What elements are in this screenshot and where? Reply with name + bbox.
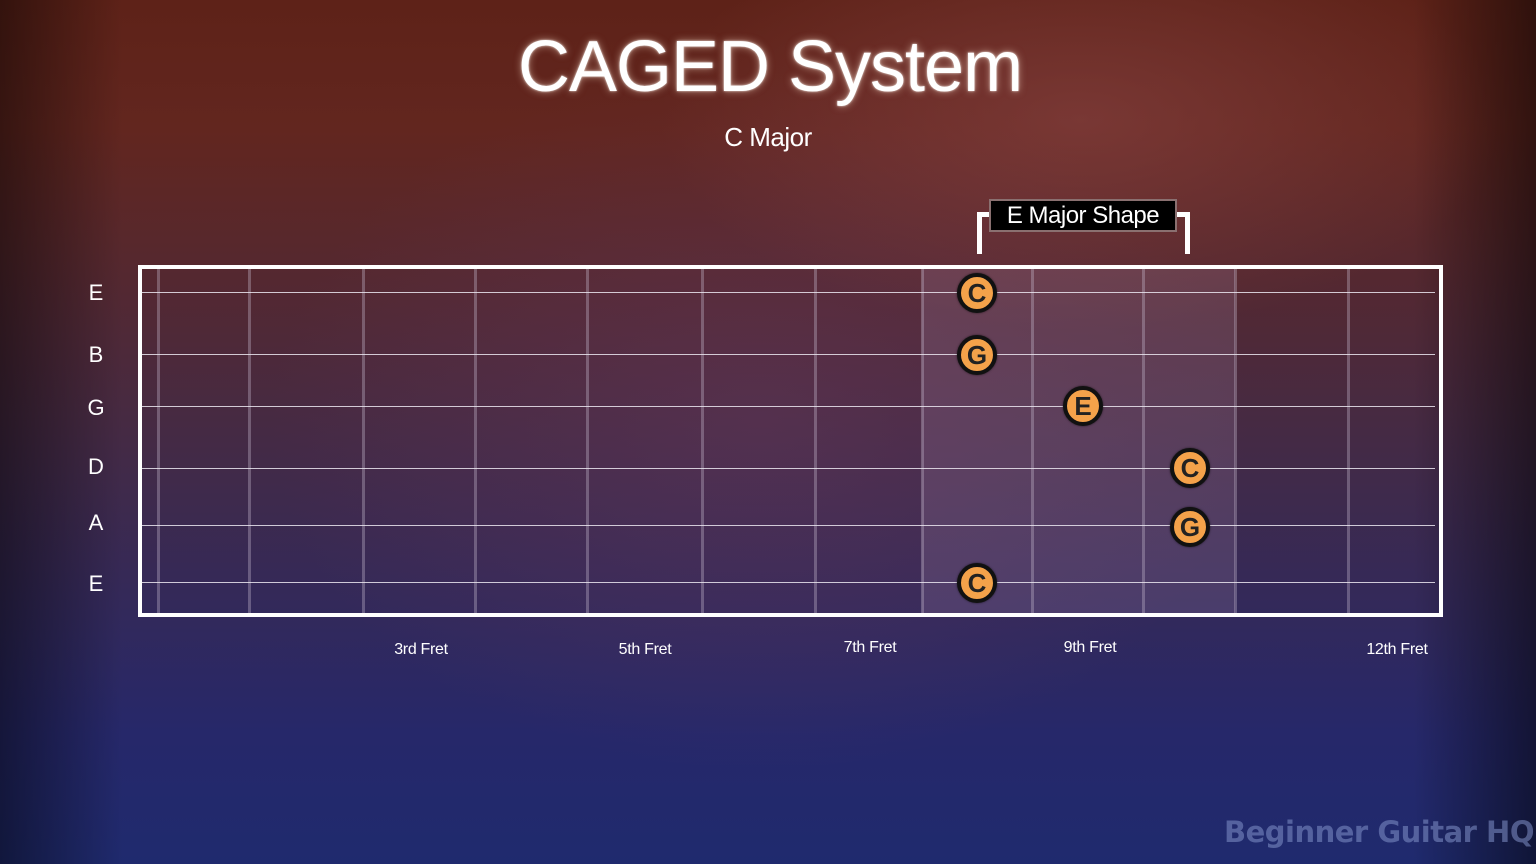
fret-line [474, 269, 477, 613]
fret-line [921, 269, 924, 613]
page-subtitle: C Major [724, 122, 812, 152]
string-label-g: G [87, 395, 105, 420]
note-marker-c-root-d: C [1170, 448, 1210, 488]
fret-line [1234, 269, 1237, 613]
watermark-logo: Beginner Guitar HQ [1224, 815, 1534, 849]
shape-highlight-region [922, 269, 1235, 613]
note-marker-c-root-high-e: C [957, 273, 997, 313]
shape-bracket-top-right [1176, 212, 1190, 217]
fretboard-frame [138, 265, 1443, 617]
string-line-g [142, 406, 1435, 407]
string-label-d: D [88, 454, 104, 479]
string-label-b: B [88, 342, 104, 367]
string-line-d [142, 468, 1435, 469]
shape-label: E Major Shape [989, 199, 1177, 232]
string-line-e-low [142, 582, 1435, 583]
fret-line [1031, 269, 1034, 613]
nut-line [157, 269, 160, 613]
fret-line [362, 269, 365, 613]
note-marker-g-fifth-b: G [957, 335, 997, 375]
note-marker-e-third-g: E [1063, 386, 1103, 426]
fret-line [1347, 269, 1350, 613]
string-label-e-low: E [88, 571, 104, 596]
fret-line [586, 269, 589, 613]
fret-label-9: 9th Fret [1063, 639, 1117, 656]
note-marker-c-root-low-e: C [957, 563, 997, 603]
fret-line [1142, 269, 1145, 613]
fret-line [701, 269, 704, 613]
fret-label-3: 3rd Fret [394, 641, 448, 658]
string-line-a [142, 525, 1435, 526]
shape-bracket-top-left [977, 212, 991, 217]
shape-bracket-right [1185, 212, 1190, 254]
string-label-a: A [88, 510, 104, 535]
string-label-e-high: E [88, 280, 104, 305]
fret-label-12: 12th Fret [1366, 641, 1428, 658]
fret-line [248, 269, 251, 613]
fret-label-5: 5th Fret [618, 641, 672, 658]
note-marker-g-fifth-a: G [1170, 507, 1210, 547]
fret-label-7: 7th Fret [843, 639, 897, 656]
page-title: CAGED System [517, 27, 1023, 107]
fret-line [814, 269, 817, 613]
shape-bracket-left [977, 212, 982, 254]
string-line-e-high [142, 292, 1435, 293]
string-line-b [142, 354, 1435, 355]
